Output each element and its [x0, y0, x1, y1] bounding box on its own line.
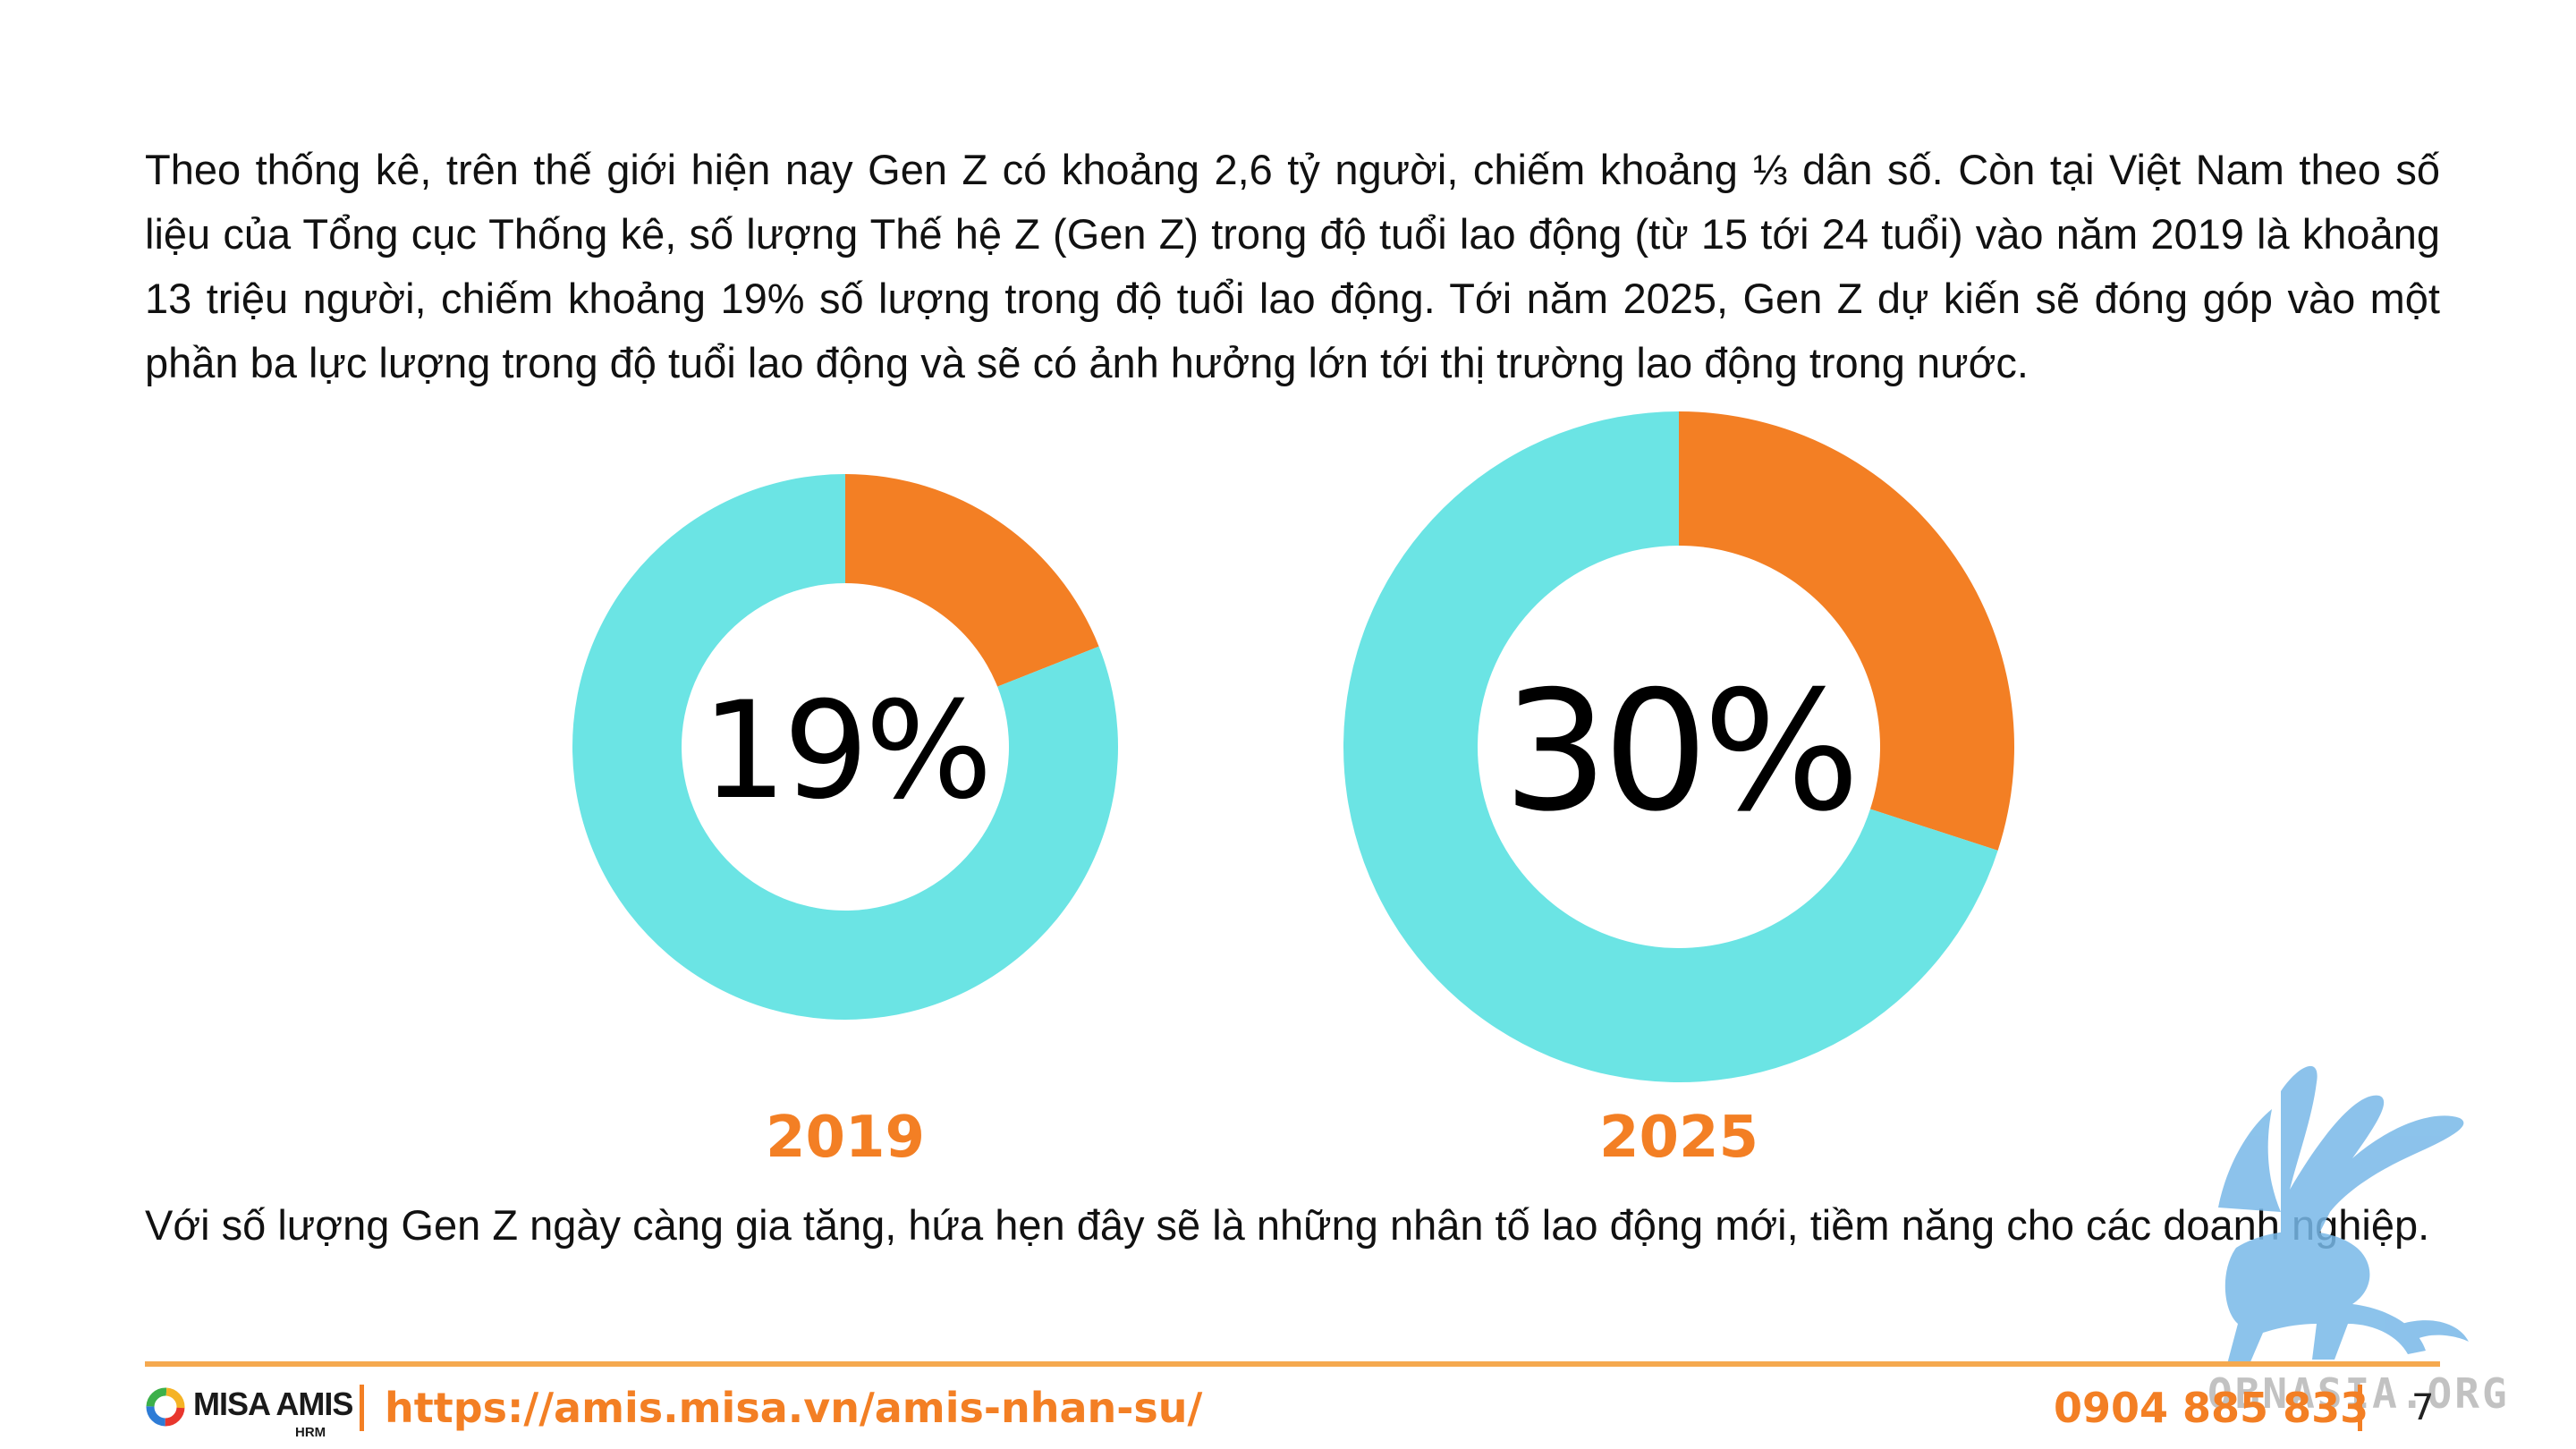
percent-label-2025: 30%: [1503, 655, 1860, 848]
year-caption-2025: 2025: [1598, 1105, 1759, 1171]
remainder-slice-2019: [572, 474, 1118, 1020]
footer-divider: [145, 1361, 2440, 1367]
gen-z-slice-2019: [845, 474, 1099, 687]
gen-z-slice-2025: [1679, 411, 2014, 851]
intro-paragraph: Theo thống kê, trên thế giới hiện nay Ge…: [145, 146, 2440, 386]
logo-ring-icon: [146, 1387, 185, 1427]
watermark-text: OBNASIA.ORG: [2207, 1368, 2510, 1419]
logo-subtext: HRM: [295, 1425, 326, 1440]
footer-separator-right: [2358, 1385, 2362, 1431]
donut-chart-2025: [1343, 411, 2014, 1082]
page-number: 7: [2411, 1387, 2435, 1428]
misa-amis-logo[interactable]: MISA AMIS HRM: [145, 1377, 353, 1442]
outro-paragraph: Với số lượng Gen Z ngày càng gia tăng, h…: [145, 1201, 2430, 1249]
year-caption-2019: 2019: [765, 1105, 926, 1171]
logo-text: MISA AMIS: [193, 1385, 353, 1422]
remainder-slice-2025: [1343, 411, 1998, 1082]
footer-separator-left: [360, 1385, 364, 1431]
percent-label-2019: 19%: [701, 674, 992, 829]
donut-chart-2019: [572, 474, 1118, 1020]
footer-phone-number: 0904 885 833: [2054, 1384, 2369, 1432]
footer-website-link[interactable]: https://amis.misa.vn/amis-nhan-su/: [385, 1384, 1203, 1432]
griffin-icon: [2218, 1065, 2469, 1364]
